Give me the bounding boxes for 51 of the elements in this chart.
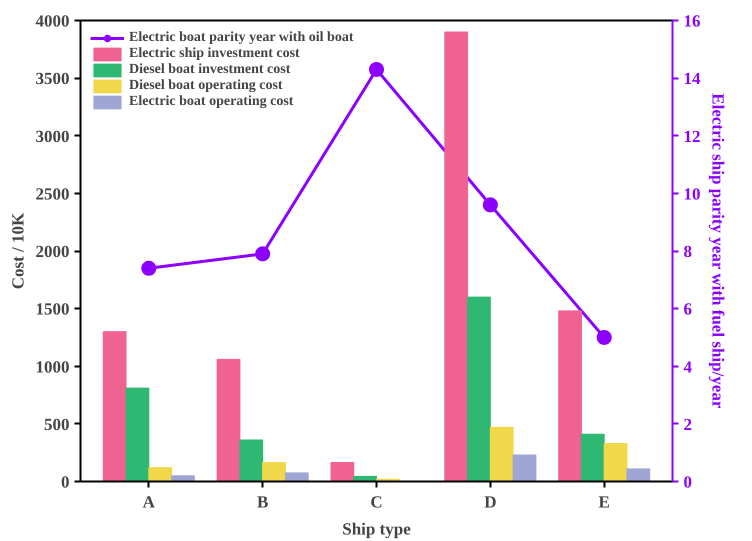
bar [580, 434, 605, 482]
bar [216, 358, 240, 482]
bar [102, 331, 127, 482]
bar [444, 32, 468, 482]
legend-label: Electric boat operating cost [129, 94, 294, 110]
bar [604, 442, 628, 482]
y2-tick-label: 14 [684, 69, 701, 88]
x-tick-label: D [484, 492, 496, 512]
y2-tick-label: 12 [684, 126, 700, 146]
y2-tick-label: 2 [684, 414, 692, 434]
bar [512, 454, 536, 482]
legend-label: Electric ship investment cost [129, 46, 300, 62]
bar [467, 296, 491, 482]
y2-tick-label: 8 [684, 242, 692, 261]
y2-tick-label: 0 [684, 472, 692, 492]
y-tick-label: 1500 [36, 300, 70, 319]
y-tick-label: 0 [61, 472, 70, 492]
y2-tick-label: 6 [684, 300, 692, 319]
point [369, 62, 384, 77]
x-axis-title: Ship type [342, 520, 412, 538]
y2-tick-label: 10 [684, 184, 700, 204]
y-tick-label: 2000 [36, 242, 70, 261]
y-axis-title: Cost / 10K [8, 212, 28, 290]
bar [626, 468, 650, 482]
x-tick-label: A [142, 492, 156, 512]
bar [239, 440, 264, 482]
x-tick-label: E [598, 492, 610, 512]
bar [490, 426, 514, 482]
bar [558, 310, 582, 482]
point [141, 260, 156, 276]
x-tick-label: C [370, 492, 383, 512]
y-tick-label: 4000 [36, 12, 70, 30]
bar [148, 467, 172, 482]
point [255, 246, 270, 262]
point [596, 330, 612, 345]
y-tick-label: 3000 [36, 126, 70, 146]
point [482, 197, 498, 212]
y2-axis-title: Electric ship parity year with fuel ship/year [708, 93, 728, 409]
legend-label: Electric boat parity year with oil boat [129, 30, 354, 46]
bar [330, 462, 354, 482]
bar [262, 462, 286, 482]
y2-tick-label: 4 [684, 357, 692, 376]
y-tick-label: 1000 [36, 357, 70, 376]
y-tick-label: 2500 [36, 184, 70, 204]
legend-label: Diesel boat operating cost [129, 78, 283, 94]
y2-tick-label: 16 [684, 12, 700, 30]
x-tick-label: B [256, 492, 268, 512]
y-tick-label: 500 [44, 414, 70, 434]
bar [126, 388, 150, 482]
legend-label: Diesel boat investment cost [129, 62, 290, 78]
y-tick-label: 3500 [36, 69, 70, 88]
